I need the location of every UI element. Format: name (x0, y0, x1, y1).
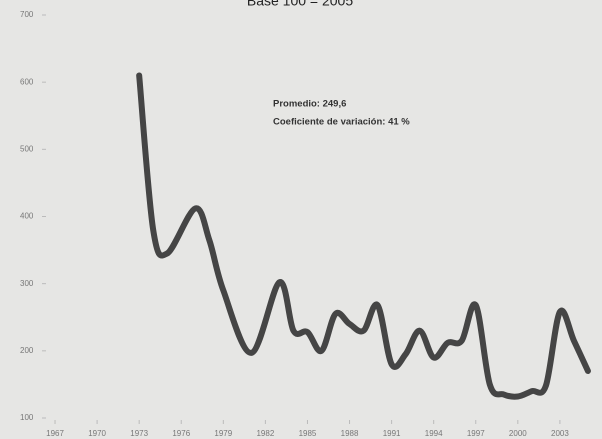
y-tick-label: 500 (20, 144, 34, 153)
x-tick-label: 1988 (341, 429, 359, 438)
x-tick-label: 1979 (214, 429, 232, 438)
y-tick-label: 600 (20, 77, 34, 86)
x-tick-label: 1982 (256, 429, 274, 438)
y-tick-label: 100 (20, 413, 34, 422)
annotation: Coeficiente de variación: 41 % (273, 117, 410, 128)
x-tick-label: 1991 (383, 429, 401, 438)
x-tick-label: 2000 (509, 429, 527, 438)
y-tick-label: 300 (20, 279, 34, 288)
chart-title: Base 100 = 2005 (247, 0, 353, 9)
annotation: Promedio: 249,6 (273, 99, 346, 110)
y-tick-label: 200 (20, 346, 34, 355)
x-tick-label: 1976 (172, 429, 190, 438)
x-tick-label: 1967 (46, 429, 64, 438)
x-tick-label: 1997 (467, 429, 485, 438)
x-tick-label: 1985 (299, 429, 317, 438)
x-tick-label: 1994 (425, 429, 443, 438)
series-line (136, 72, 591, 400)
x-tick-label: 2003 (551, 429, 569, 438)
y-tick-label: 700 (20, 10, 34, 19)
y-tick-label: 400 (20, 212, 34, 221)
x-tick-label: 1970 (88, 429, 106, 438)
x-tick-label: 1973 (130, 429, 148, 438)
